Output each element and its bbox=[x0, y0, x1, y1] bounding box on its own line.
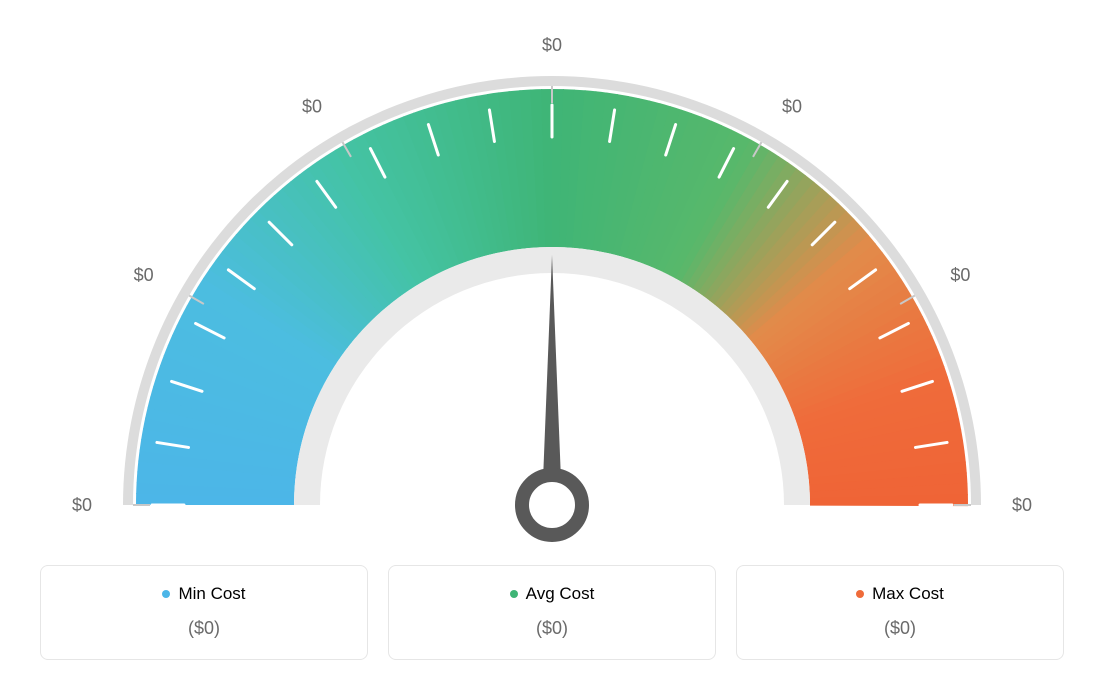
legend-title-min: Min Cost bbox=[162, 584, 245, 604]
gauge-tick-label: $0 bbox=[950, 265, 970, 285]
legend-card-avg: Avg Cost ($0) bbox=[388, 565, 716, 660]
gauge-tick-label: $0 bbox=[1012, 495, 1032, 515]
gauge-tick-label: $0 bbox=[302, 97, 322, 117]
legend-title-avg: Avg Cost bbox=[510, 584, 595, 604]
legend-value-min: ($0) bbox=[53, 618, 355, 639]
cost-gauge-chart: $0 $0 $0 $0 $0 $0 $0 Min Cost ($0) Avg Cost ($… bbox=[0, 0, 1104, 660]
legend-label-max: Max Cost bbox=[872, 584, 944, 604]
legend-dot-max bbox=[856, 590, 864, 598]
legend-card-max: Max Cost ($0) bbox=[736, 565, 1064, 660]
legend-value-avg: ($0) bbox=[401, 618, 703, 639]
gauge-area: $0 $0 $0 $0 $0 $0 $0 bbox=[0, 0, 1104, 555]
gauge-svg: $0 $0 $0 $0 $0 $0 $0 bbox=[32, 0, 1072, 555]
legend-title-max: Max Cost bbox=[856, 584, 944, 604]
gauge-tick-label: $0 bbox=[542, 35, 562, 55]
legend-card-min: Min Cost ($0) bbox=[40, 565, 368, 660]
gauge-tick-label: $0 bbox=[782, 97, 802, 117]
gauge-tick-label: $0 bbox=[72, 495, 92, 515]
legend-dot-avg bbox=[510, 590, 518, 598]
legend-value-max: ($0) bbox=[749, 618, 1051, 639]
legend-label-min: Min Cost bbox=[178, 584, 245, 604]
gauge-tick-label: $0 bbox=[134, 265, 154, 285]
legend-dot-min bbox=[162, 590, 170, 598]
legend-row: Min Cost ($0) Avg Cost ($0) Max Cost ($0… bbox=[0, 555, 1104, 660]
legend-label-avg: Avg Cost bbox=[526, 584, 595, 604]
